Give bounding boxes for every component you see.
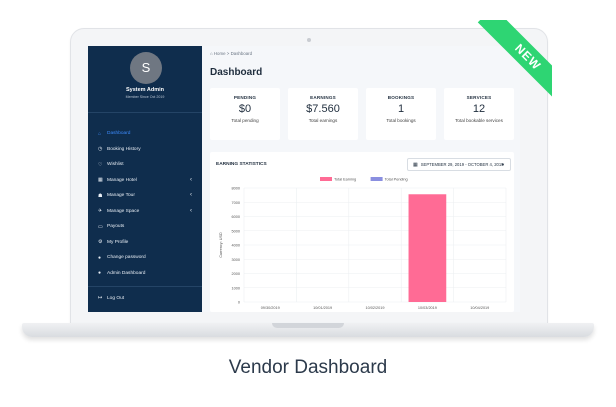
card-label: SERVICES — [466, 95, 492, 100]
chart-title: EARNING STATISTICS — [216, 162, 267, 167]
sidebar-item-label: Change password — [107, 255, 146, 261]
card-desc: Total bookings — [386, 118, 416, 123]
date-range-picker[interactable]: ▦ SEPTEMBER 29, 2019 - OCTOBER 4, 2019 ▼ — [407, 158, 511, 171]
sidebar-item-my-profile[interactable]: ⚙ My Profile — [88, 235, 202, 251]
legend-swatch — [320, 177, 332, 181]
breadcrumb[interactable]: ⌂ Home > Dashboard — [210, 51, 252, 56]
y-tick-label: 1000 — [232, 286, 240, 290]
chevron-left-icon: ‹ — [190, 192, 192, 198]
sidebar-item-label: Admin Dashboard — [107, 270, 146, 276]
date-range-text: SEPTEMBER 29, 2019 - OCTOBER 4, 2019 — [420, 162, 504, 167]
y-tick-label: 0 — [238, 301, 240, 305]
chevron-left-icon: ‹ — [190, 176, 192, 183]
y-axis-label: Currency: USD — [219, 232, 223, 258]
home-icon: ⌂ — [210, 51, 214, 56]
clock-icon: ◷ — [98, 146, 103, 153]
card-desc: Total earnings — [308, 118, 338, 123]
sidebar: S System Admin Member Since Oct 2019 ⌂ D… — [88, 46, 202, 312]
sidebar-item-label: Payouts — [107, 224, 125, 230]
stat-card-earnings: EARNINGS $7.560 Total earnings — [288, 88, 358, 140]
y-tick-label: 7000 — [232, 201, 240, 205]
sidebar-item-payouts[interactable]: ▭ Payouts — [88, 219, 202, 235]
sidebar-item-label: Manage Hotel — [107, 177, 137, 183]
cogs-icon: ⚙ — [98, 239, 103, 246]
laptop-notch — [272, 323, 344, 328]
plane-icon: ✈ — [98, 208, 103, 215]
new-ribbon: NEW — [466, 20, 552, 106]
sidebar-item-label: Dashboard — [107, 131, 131, 137]
earnings-chart: 0 1000 2000 3000 4000 5000 6000 7000 8000 09/30/2… — [219, 177, 507, 310]
page-title: Dashboard — [210, 67, 263, 78]
sidebar-item-wishlist[interactable]: ♡ Wishlist — [88, 157, 202, 173]
card-value: $7.560 — [306, 103, 340, 115]
breadcrumb-text: Home > Dashboard — [213, 51, 253, 56]
caret-down-icon: ▼ — [501, 162, 505, 167]
sidebar-menu: ⌂ Dashboard ◷ Booking History ♡ Wishlist… — [88, 126, 202, 281]
sidebar-item-manage-tour[interactable]: ☗ Manage Tour ‹ — [88, 188, 202, 204]
card-value: 1 — [397, 103, 405, 115]
y-tick-label: 3000 — [232, 258, 240, 262]
stat-card-pending: PENDING $0 Total pending — [210, 88, 280, 140]
y-tick-label: 8000 — [232, 187, 240, 191]
sidebar-divider — [88, 112, 202, 113]
y-tick-label: 5000 — [232, 229, 240, 233]
card-label: PENDING — [233, 95, 257, 100]
laptop-base — [22, 323, 594, 337]
x-tick-label: 09/30/2019 — [261, 306, 280, 310]
y-tick-label: 2000 — [232, 272, 240, 276]
stat-card-services: SERVICES 12 Total bookable services — [444, 88, 514, 140]
building-icon: ▦ — [98, 177, 103, 184]
camera-dot — [307, 38, 311, 42]
y-tick-label: 4000 — [232, 244, 240, 248]
logout-label: Log Out — [107, 295, 125, 301]
new-ribbon-label: NEW — [477, 20, 552, 106]
sidebar-item-label: Wishlist — [107, 162, 124, 168]
credit-card-icon: ▭ — [98, 223, 103, 230]
user-name: System Admin — [125, 87, 164, 93]
sidebar-item-manage-space[interactable]: ✈ Manage Space ‹ — [88, 204, 202, 220]
card-label: EARNINGS — [310, 95, 336, 100]
screen: S System Admin Member Since Oct 2019 ⌂ D… — [88, 46, 520, 312]
card-desc: Total bookable services — [455, 118, 503, 123]
calendar-icon: ▦ — [413, 161, 418, 168]
sidebar-item-booking-history[interactable]: ◷ Booking History — [88, 142, 202, 158]
sign-out-icon: ↦ — [98, 295, 103, 301]
sidebar-item-label: Manage Tour — [107, 193, 135, 199]
sidebar-divider — [88, 286, 202, 287]
logout-link[interactable]: ↦ Log Out — [98, 295, 124, 301]
sidebar-item-label: Manage Space — [107, 208, 140, 214]
home-icon: ⌂ — [98, 130, 102, 137]
card-desc: Total pending — [231, 118, 259, 123]
card-label: BOOKINGS — [387, 95, 415, 100]
legend-label: Total Pending — [385, 178, 408, 182]
lock-icon: ● — [98, 254, 102, 261]
x-tick-label: 10/02/2019 — [365, 306, 384, 310]
user-icon: ☗ — [98, 192, 103, 199]
sidebar-item-label: My Profile — [107, 239, 129, 245]
main-content: ⌂ Home > Dashboard Dashboard PENDING $0 … — [202, 46, 520, 312]
legend-swatch — [370, 177, 383, 181]
sidebar-item-manage-hotel[interactable]: ▦ Manage Hotel ‹ — [88, 173, 202, 189]
sidebar-item-dashboard[interactable]: ⌂ Dashboard — [88, 126, 202, 142]
stat-card-bookings: BOOKINGS 1 Total bookings — [366, 88, 436, 140]
heart-icon: ♡ — [98, 161, 103, 168]
y-tick-label: 6000 — [232, 215, 240, 219]
card-value: $0 — [238, 103, 252, 115]
chevron-left-icon: ‹ — [190, 207, 192, 214]
caption: Vendor Dashboard — [228, 357, 388, 378]
avatar[interactable]: S — [130, 52, 162, 84]
x-tick-label: 10/04/2019 — [470, 306, 489, 310]
earning-statistics-card: EARNING STATISTICS ▦ SEPTEMBER 29, 2019 … — [210, 152, 514, 312]
card-value: 12 — [472, 103, 486, 115]
legend-label: Total Earning — [334, 178, 356, 182]
x-tick-label: 10/01/2019 — [313, 306, 332, 310]
sidebar-item-label: Booking History — [107, 146, 141, 152]
x-tick-label: 10/03/2019 — [418, 306, 437, 310]
lock-icon: ● — [98, 270, 102, 277]
sidebar-item-change-password[interactable]: ● Change password — [88, 250, 202, 266]
bar-total-earning — [408, 194, 447, 302]
sidebar-item-admin-dashboard[interactable]: ● Admin Dashboard — [88, 266, 202, 282]
member-since: Member Since Oct 2019 — [125, 95, 165, 99]
